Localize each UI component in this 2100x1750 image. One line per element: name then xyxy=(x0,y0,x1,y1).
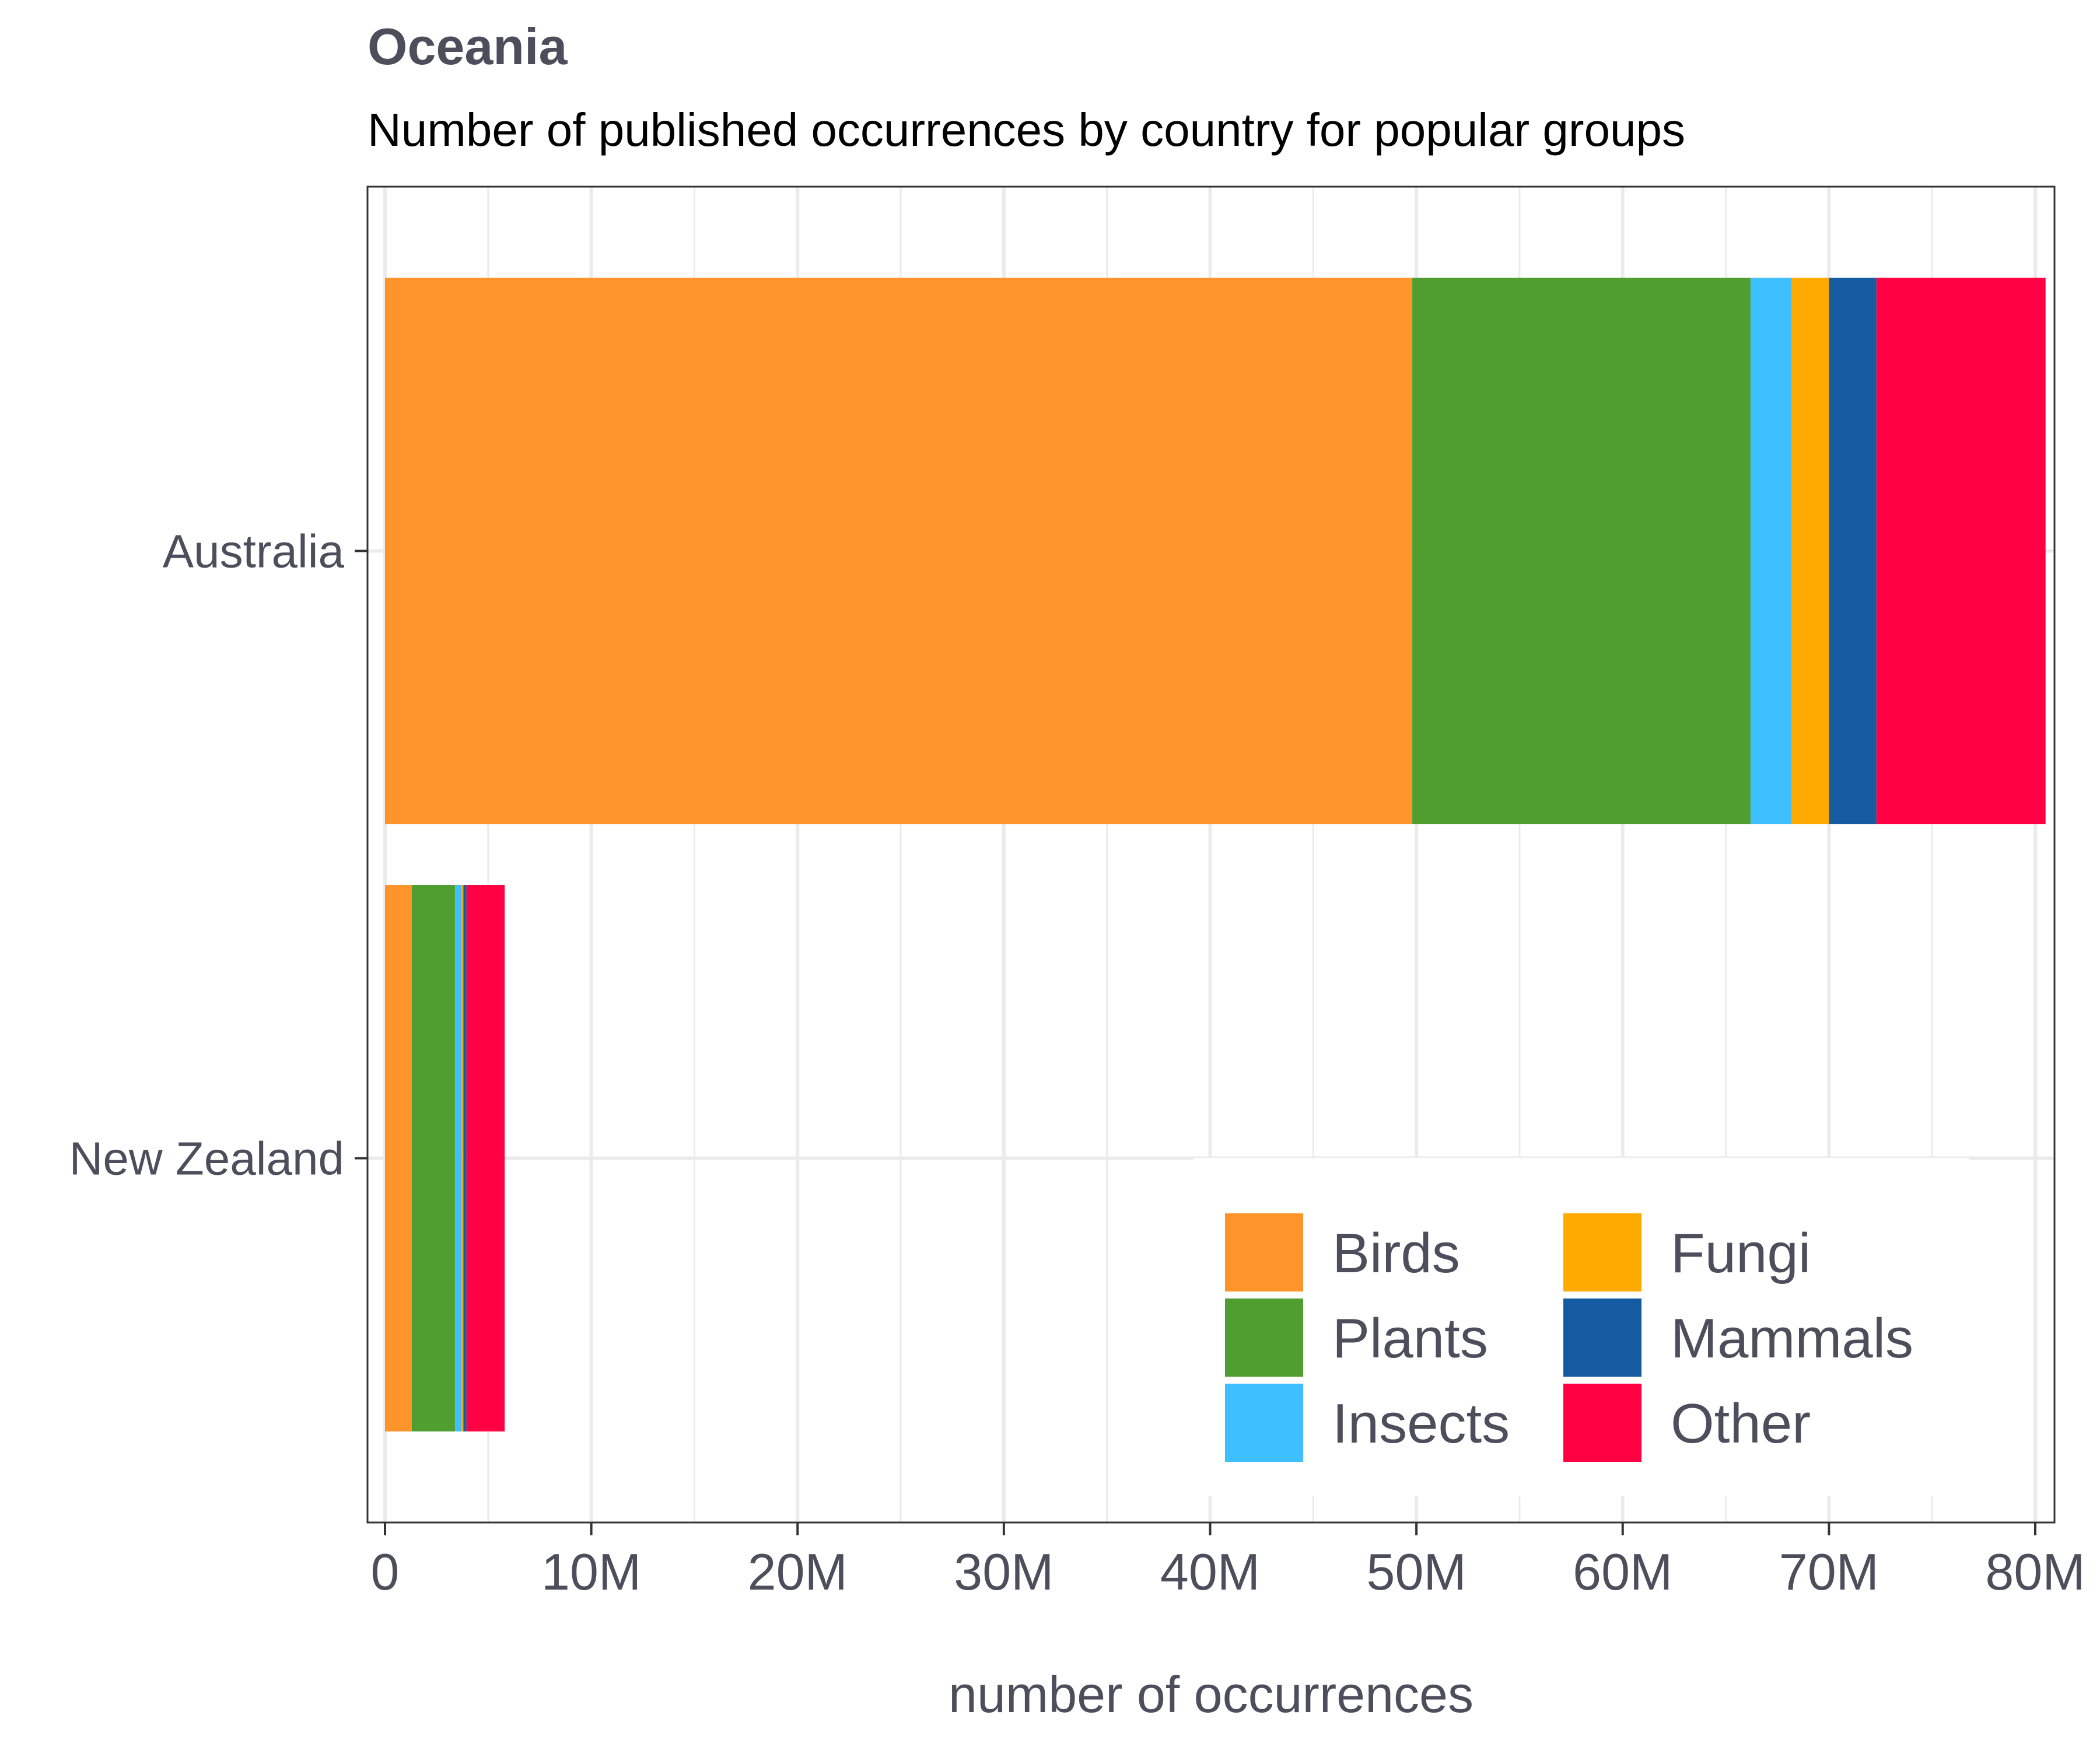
x-tick-label: 50M xyxy=(1367,1543,1466,1601)
legend: Birds Plants Insects Fungi Mammals Other xyxy=(1193,1158,1969,1496)
legend-label-plants: Plants xyxy=(1332,1307,1488,1370)
bar-segment-insects-australia xyxy=(1750,278,1792,824)
legend-label-fungi: Fungi xyxy=(1671,1222,1811,1284)
bar-segment-other-australia xyxy=(1876,278,2046,824)
legend-key-birds xyxy=(1225,1213,1303,1292)
x-axis-title: number of occurrences xyxy=(949,1665,1474,1723)
legend-label-birds: Birds xyxy=(1332,1222,1460,1284)
legend-key-other xyxy=(1563,1384,1642,1462)
y-tick-label: New Zealand xyxy=(69,1132,344,1184)
legend-key-plants xyxy=(1225,1298,1303,1377)
bar-segment-insects-new-zealand xyxy=(455,885,461,1432)
legend-key-fungi xyxy=(1563,1213,1642,1292)
x-tick-label: 60M xyxy=(1573,1543,1672,1601)
y-tick-label: Australia xyxy=(163,526,345,578)
bar-segment-plants-australia xyxy=(1412,278,1751,824)
x-tick-label: 70M xyxy=(1779,1543,1879,1601)
bar-segment-other-new-zealand xyxy=(466,885,505,1432)
bar-segment-fungi-new-zealand xyxy=(461,885,464,1432)
x-axis: 0 10M 20M 30M 40M 50M 60M 70M 80M xyxy=(371,1522,2085,1601)
chart-subtitle: Number of published occurrences by count… xyxy=(368,104,1685,156)
x-tick-label: 0 xyxy=(371,1543,400,1601)
bar-segment-birds-new-zealand xyxy=(385,885,412,1432)
x-tick-label: 80M xyxy=(1985,1543,2085,1601)
bar-segment-fungi-australia xyxy=(1791,278,1829,824)
x-tick-label: 30M xyxy=(954,1543,1054,1601)
bars xyxy=(385,278,2046,1432)
legend-label-mammals: Mammals xyxy=(1671,1307,1913,1370)
x-tick-label: 40M xyxy=(1160,1543,1260,1601)
bar-segment-plants-new-zealand xyxy=(411,885,456,1432)
chart-title: Oceania xyxy=(368,18,568,75)
legend-label-other: Other xyxy=(1671,1392,1811,1455)
x-tick-label: 20M xyxy=(748,1543,848,1601)
y-axis: Australia New Zealand xyxy=(69,526,368,1184)
legend-key-mammals xyxy=(1563,1298,1642,1377)
bar-segment-mammals-new-zealand xyxy=(463,885,467,1432)
legend-key-insects xyxy=(1225,1384,1303,1462)
bar-segment-mammals-australia xyxy=(1829,278,1877,824)
x-tick-label: 10M xyxy=(541,1543,641,1601)
legend-label-insects: Insects xyxy=(1332,1392,1510,1455)
bar-segment-birds-australia xyxy=(385,278,1413,824)
